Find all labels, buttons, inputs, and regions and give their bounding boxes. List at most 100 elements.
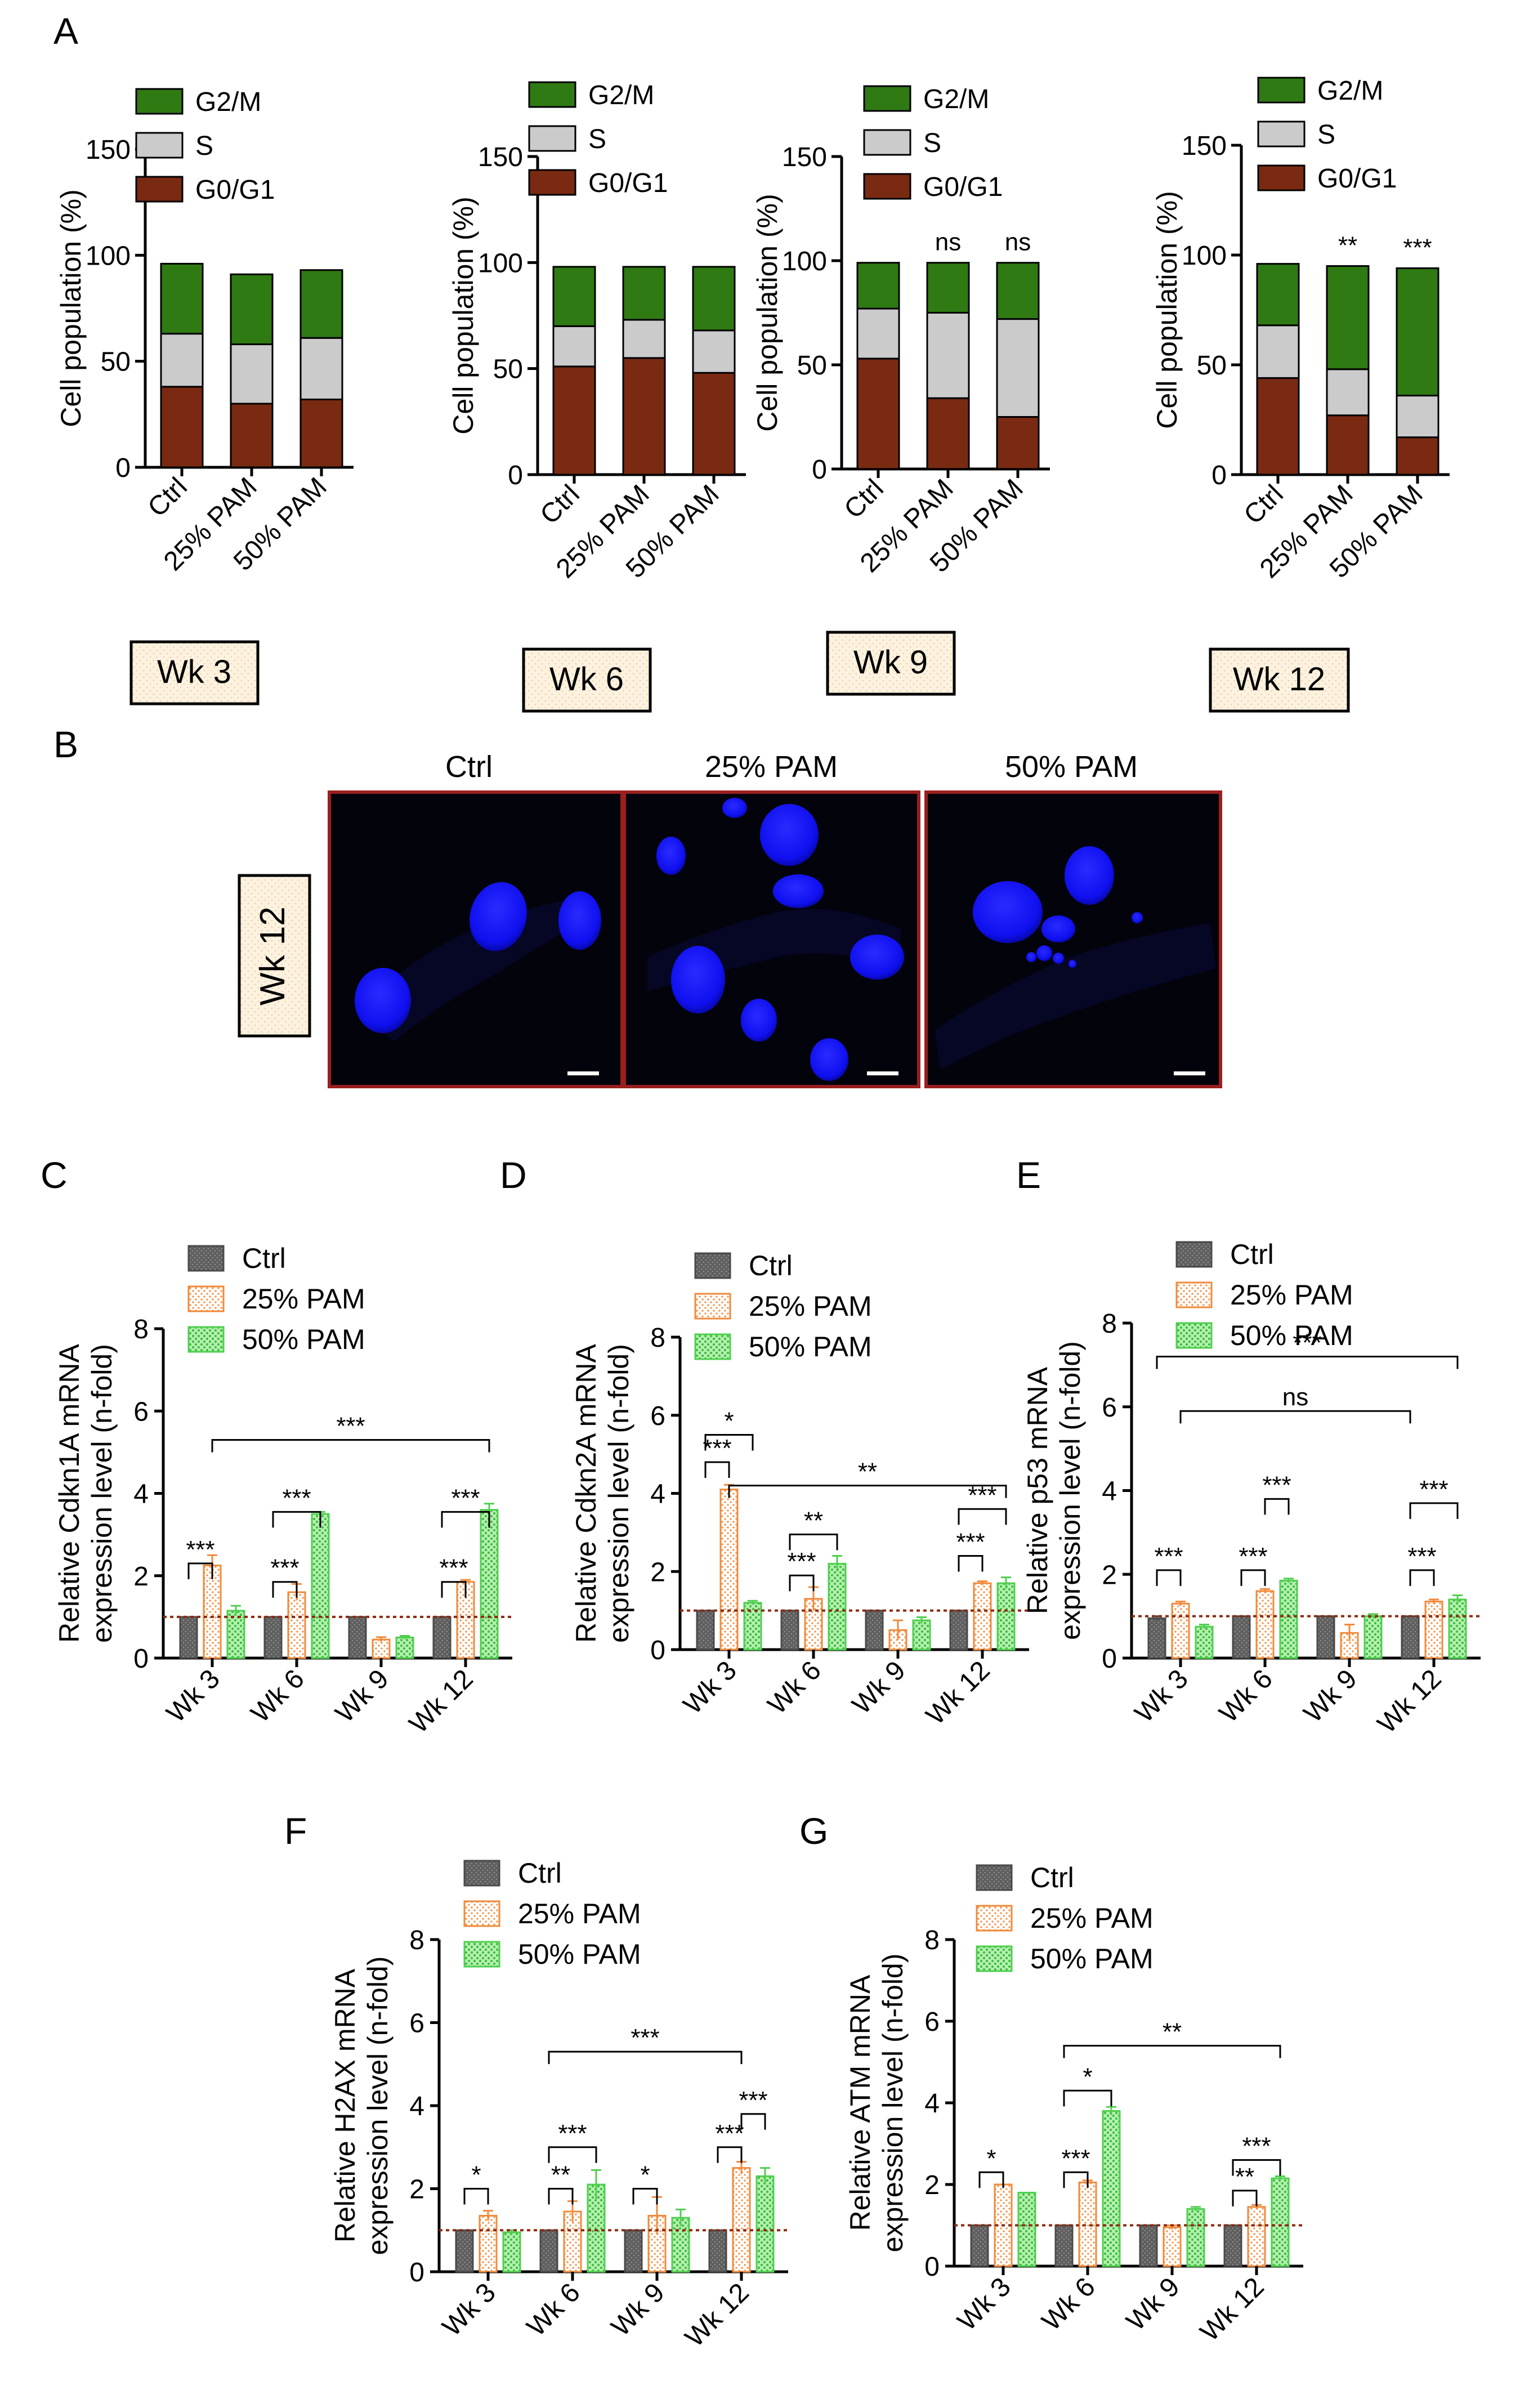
y-tick-label: 100 — [478, 248, 523, 278]
bar-g0-g1 — [1396, 436, 1439, 476]
bar-g2-m — [299, 269, 343, 339]
significance-label: *** — [1239, 1543, 1267, 1570]
legend-swatch-pam50 — [463, 1941, 500, 1968]
significance-label: ns — [935, 229, 961, 256]
significance-bracket — [1063, 2089, 1112, 2107]
legend-swatch-pam25 — [187, 1285, 225, 1312]
bar-ctrl — [1147, 1617, 1166, 1659]
legend-label-pam25: 25% PAM — [518, 1898, 641, 1929]
week-tag — [129, 640, 260, 705]
legend-label-ctrl: Ctrl — [1230, 1239, 1274, 1270]
significance-bracket — [1409, 1569, 1435, 1586]
significance-bracket — [632, 2188, 658, 2205]
legend-swatch-s — [135, 132, 184, 159]
week-tag-label: Wk 3 — [157, 654, 231, 690]
bar-s — [1256, 324, 1300, 379]
significance-bracket — [1179, 1410, 1411, 1424]
significance-bracket — [1264, 1498, 1290, 1515]
bar-50-pam — [1195, 1625, 1214, 1659]
significance-bracket — [187, 1562, 213, 1579]
bar-25-pam — [372, 1638, 391, 1659]
x-tick-label: Wk 12 — [679, 2277, 755, 2353]
x-tick-label: Wk 9 — [1121, 2272, 1186, 2336]
legend-swatch-g0-g1 — [863, 173, 911, 200]
x-tick-label: Wk 12 — [1195, 2272, 1270, 2347]
row-label-tag: Wk 12 — [238, 874, 311, 1038]
panel-letter-d: D — [500, 1154, 527, 1196]
y-tick-label: 6 — [409, 2009, 424, 2039]
bar-50-pam — [502, 2231, 521, 2273]
bar-25-pam — [1171, 1602, 1190, 1659]
bar-50-pam — [743, 1602, 762, 1651]
significance-label: *** — [956, 1529, 985, 1556]
y-axis-label-line: Relative Cdkn2A mRNA — [570, 1343, 602, 1642]
bar-s — [299, 337, 343, 400]
x-tick-label: Wk 6 — [1036, 2272, 1101, 2336]
bar-50-pam — [311, 1513, 330, 1659]
bar-ctrl — [696, 1610, 715, 1651]
y-tick-label: 2 — [924, 2170, 940, 2200]
panel-letter-b: B — [53, 723, 78, 765]
legend-label-g2-m: G2/M — [588, 81, 654, 110]
significance-label: *** — [1407, 1543, 1436, 1570]
legend-label-ctrl: Ctrl — [1030, 1862, 1074, 1893]
significance-bracket — [704, 1461, 730, 1478]
y-tick-label: 50 — [797, 351, 827, 381]
significance-bracket — [548, 2188, 574, 2205]
image-column-title-25-pam: 25% PAM — [705, 750, 838, 784]
bar-g0-g1 — [1326, 414, 1370, 476]
y-tick-label: 0 — [508, 461, 523, 490]
significance-bracket — [441, 1511, 490, 1528]
x-tick-label: Wk 12 — [920, 1655, 996, 1731]
legend-label-pam25: 25% PAM — [1030, 1902, 1154, 1934]
significance-bracket — [717, 2146, 743, 2163]
bar-g0-g1 — [230, 403, 274, 468]
x-tick-label: Wk 3 — [1129, 1664, 1194, 1728]
x-tick-label: Wk 3 — [437, 2277, 502, 2342]
bar-50-pam — [828, 1562, 847, 1651]
legend-label-pam25: 25% PAM — [749, 1290, 872, 1322]
legend-swatch-g2-m — [135, 88, 184, 115]
week-tag — [522, 647, 652, 713]
row-label-wk12: Wk 12 — [253, 906, 292, 1006]
x-tick-label: Wk 6 — [762, 1655, 827, 1720]
bar-ctrl — [455, 2229, 474, 2273]
significance-label: *** — [787, 1548, 816, 1575]
y-axis-label: Relative Cdkn1A mRNAexpression level (n-… — [53, 1343, 118, 1642]
legend-swatch-s — [528, 125, 576, 152]
y-axis-label-line: Relative ATM mRNA — [844, 1974, 876, 2231]
significance-label: * — [1083, 2063, 1092, 2090]
bar-ctrl — [624, 2229, 643, 2273]
bar-50-pam — [1186, 2208, 1205, 2267]
bar-ctrl — [1401, 1615, 1420, 1659]
y-tick-label: 2 — [650, 1557, 665, 1587]
bar-50-pam — [1448, 1598, 1467, 1659]
y-axis-label: Cell population (%) — [752, 194, 783, 431]
x-tick-label: Wk 9 — [606, 2277, 670, 2342]
y-tick-label: 0 — [650, 1636, 665, 1665]
significance-bracket — [958, 1508, 1007, 1525]
significance-label: *** — [1242, 2133, 1271, 2160]
y-tick-label: 0 — [133, 1644, 149, 1674]
significance-bracket — [548, 2050, 743, 2065]
significance-label: *** — [631, 2024, 659, 2052]
significance-bracket — [789, 1533, 838, 1551]
legend-label-s: S — [1317, 120, 1335, 150]
x-tick-label: Ctrl — [142, 472, 193, 522]
y-tick-label: 6 — [924, 2007, 940, 2037]
significance-label: ns — [1005, 229, 1031, 256]
significance-label: *** — [336, 1412, 365, 1440]
y-axis-label: Relative H2AX mRNAexpression level (n-fo… — [329, 1956, 394, 2255]
bar-50-pam — [395, 1636, 414, 1659]
significance-label: *** — [1403, 234, 1432, 261]
significance-label: *** — [1419, 1476, 1448, 1503]
significance-bracket — [1156, 1356, 1459, 1369]
legend-label-g0-g1: G0/G1 — [923, 172, 1003, 202]
significance-bracket — [740, 2113, 766, 2130]
significance-label: * — [640, 2161, 650, 2189]
y-tick-label: 0 — [924, 2252, 940, 2282]
x-tick-label: Wk 9 — [1298, 1664, 1363, 1728]
week-tag — [1209, 647, 1350, 713]
